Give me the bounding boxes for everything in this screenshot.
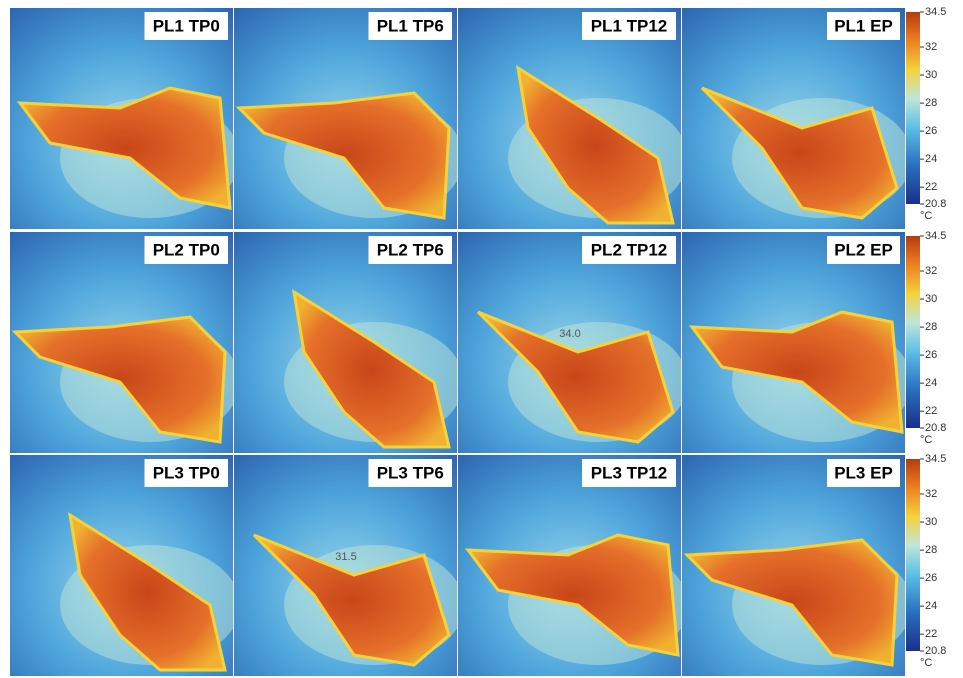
colorbar-label: 28 [925, 97, 937, 109]
colorbar-label: 26 [925, 572, 937, 584]
colorbar-label: 30 [925, 516, 937, 528]
thermal-panel: PL3 EP [682, 455, 912, 676]
thermal-panel: PL3 TP6 31.5 [234, 455, 464, 676]
panel-label: PL1 EP [834, 16, 893, 35]
figure: PL1 TP0 PL1 TP6 PL1 TP12 PL1 EP 34.5 32 30 28 26… [0, 0, 963, 678]
thermal-panel: PL2 TP12 34.0 [458, 232, 688, 453]
thermal-panel: PL1 TP12 [458, 8, 688, 229]
colorbar-label: 24 [925, 600, 937, 612]
panel-label: PL3 TP0 [153, 463, 220, 482]
colorbar-label: 28 [925, 544, 937, 556]
colorbar-label: 26 [925, 349, 937, 361]
panel-label: PL2 TP12 [591, 240, 668, 259]
colorbar-label: 28 [925, 321, 937, 333]
colorbar-unit: °C [920, 434, 932, 446]
panel-label: PL2 TP6 [377, 240, 444, 259]
thermal-panel: PL2 TP6 [234, 232, 464, 453]
colorbar-unit: °C [920, 210, 932, 222]
spot-reading: 31.5 [335, 551, 356, 563]
colorbar-label: 22 [925, 405, 937, 417]
panel-label: PL1 TP6 [377, 16, 444, 35]
colorbar-label: 34.5 [925, 6, 946, 18]
colorbar-label: 32 [925, 41, 937, 53]
colorbar-label: 34.5 [925, 230, 946, 242]
colorbar-label: 22 [925, 628, 937, 640]
colorbar-label: 26 [925, 125, 937, 137]
colorbar [906, 12, 920, 204]
colorbar-label: 32 [925, 488, 937, 500]
panel-label: PL3 TP12 [591, 463, 668, 482]
thermal-panel: PL2 TP0 [10, 232, 240, 453]
colorbar [906, 236, 920, 428]
thermal-panel: PL1 TP0 [10, 8, 240, 229]
colorbar-label: 24 [925, 153, 937, 165]
panel-label: PL2 TP0 [153, 240, 220, 259]
colorbar-label: 32 [925, 265, 937, 277]
thermal-panel: PL3 TP0 [10, 455, 240, 676]
colorbar-label: 22 [925, 181, 937, 193]
spot-reading: 34.0 [559, 328, 580, 340]
panel-label: PL1 TP12 [591, 16, 668, 35]
panel-label: PL3 TP6 [377, 463, 444, 482]
thermal-panel: PL3 TP12 [458, 455, 688, 676]
colorbar-label: 20.8 [925, 198, 946, 210]
colorbar-label: 20.8 [925, 645, 946, 657]
panel-label: PL3 EP [834, 463, 893, 482]
colorbar [906, 459, 920, 651]
colorbar-label: 24 [925, 377, 937, 389]
thermal-panel: PL1 EP [682, 8, 912, 229]
colorbar-label: 30 [925, 293, 937, 305]
thermal-panel: PL1 TP6 [234, 8, 464, 229]
thermal-panel: PL2 EP [682, 232, 912, 453]
colorbar-label: 20.8 [925, 422, 946, 434]
colorbar-label: 30 [925, 69, 937, 81]
panel-label: PL1 TP0 [153, 16, 220, 35]
colorbar-unit: °C [920, 657, 932, 669]
panel-label: PL2 EP [834, 240, 893, 259]
colorbar-label: 34.5 [925, 453, 946, 465]
